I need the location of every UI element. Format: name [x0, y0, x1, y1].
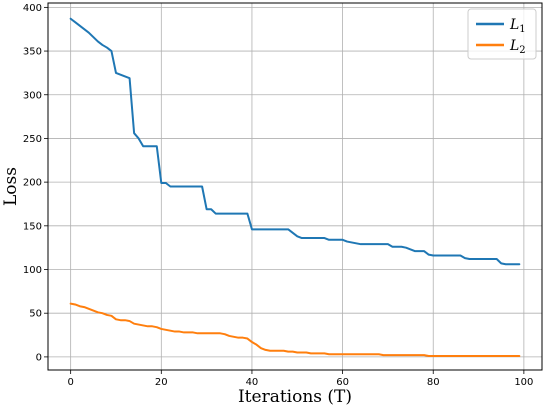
y-tick-label: 250 [23, 134, 42, 145]
y-tick-label: 400 [23, 3, 42, 14]
series-line-l1 [69, 17, 521, 266]
y-axis-label: Loss [1, 167, 21, 206]
series-lines [69, 17, 521, 358]
x-tick-label: 60 [336, 377, 349, 388]
plot-frame [47, 2, 543, 371]
x-tick-label: 80 [427, 377, 440, 388]
legend-label-l2: L2 [509, 38, 526, 56]
y-tick-label: 150 [23, 221, 42, 232]
y-tick-label: 100 [23, 265, 42, 276]
axis-ticks: 0 20 40 60 80 100 0 50 100 150 200 250 300 350 400 [23, 3, 534, 388]
legend-box [467, 8, 537, 60]
x-tick-label: 40 [246, 377, 259, 388]
legend-label-l1: L1 [509, 17, 526, 35]
y-tick-label: 350 [23, 47, 42, 58]
y-tick-label: 300 [23, 90, 42, 101]
y-tick-label: 0 [36, 352, 42, 363]
x-tick-label: 100 [514, 377, 533, 388]
x-axis-label: Iterations (T) [238, 387, 352, 407]
y-tick-label: 50 [29, 309, 42, 320]
series-line-l2 [69, 302, 521, 358]
grid [48, 3, 542, 370]
x-tick-label: 0 [67, 377, 73, 388]
y-tick-label: 200 [23, 178, 42, 189]
x-tick-label: 20 [155, 377, 168, 388]
